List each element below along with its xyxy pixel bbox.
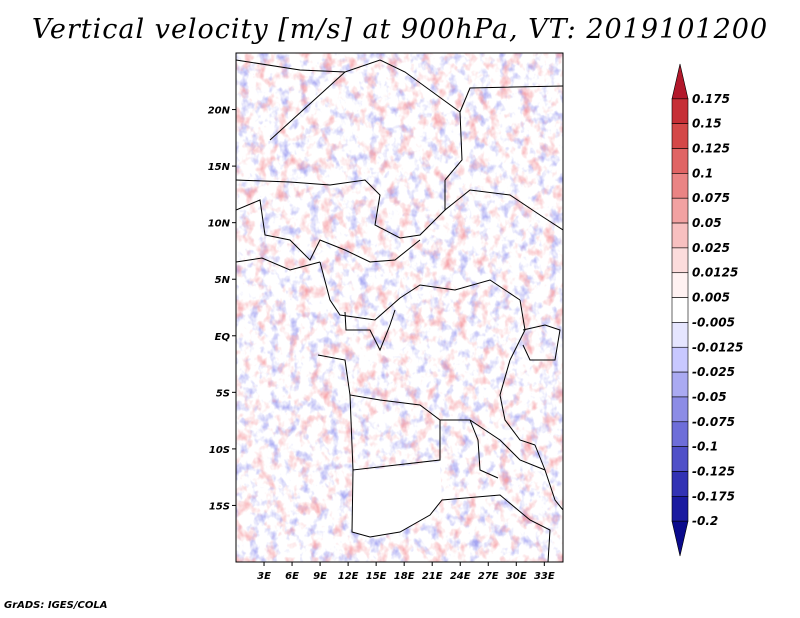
colorbar-label: 0.005 (692, 291, 730, 305)
country-borders (236, 59, 563, 562)
colorbar-label: 0.1 (692, 166, 713, 180)
colorbar-label: 0.05 (692, 216, 722, 230)
lat-tick-label: 15S (209, 501, 230, 512)
lat-tick-label: 15N (208, 162, 231, 173)
colorbar-label: -0.125 (692, 464, 735, 478)
grads-credit: GrADS: IGES/COLA (4, 600, 108, 611)
colorbar-segment (671, 222, 689, 249)
map-frame (235, 52, 564, 563)
colorbar-label: -0.005 (692, 315, 735, 329)
lon-tick-label: 24E (450, 571, 471, 582)
lat-tick-label: 5S (216, 388, 230, 399)
colorbar-segment (671, 98, 689, 124)
map-title: Vertical velocity [m/s] at 900hPa, VT: 2… (31, 14, 769, 45)
colorbar-segment (671, 421, 689, 447)
lat-tick-label: 5N (215, 275, 231, 286)
lon-tick-label: 6E (285, 571, 299, 582)
lat-tick-label: 10S (209, 445, 230, 456)
lon-tick-label: 33E (534, 571, 555, 582)
colorbar-segment (671, 471, 689, 497)
colorbar-segment (671, 173, 689, 199)
colorbar-label: -0.1 (692, 440, 718, 454)
lon-tick-label: 9E (313, 571, 327, 582)
colorbar-bottom-arrow (671, 520, 689, 557)
colorbar-label: -0.05 (692, 390, 727, 404)
colorbar-label: 0.15 (692, 117, 722, 131)
lon-tick-label: 27E (478, 571, 499, 582)
colorbar-label: 0.075 (692, 191, 730, 205)
colorbar-label: -0.025 (692, 365, 735, 379)
lat-tick-label: EQ (215, 332, 231, 343)
colorbar-segment (671, 371, 689, 398)
colorbar-segment (671, 247, 689, 274)
velocity-field (236, 53, 563, 562)
colorbar-label: 0.025 (692, 241, 730, 255)
colorbar-segment (671, 446, 689, 472)
colorbar-label: 0.125 (692, 142, 730, 156)
map-panel: 20N 15N 10N 5N EQ 5S 10S 15S 3E 6E 9E 12E 15E 18E 21E… (208, 52, 564, 582)
colorbar-segment (671, 496, 689, 522)
colorbar-label: 0.175 (692, 92, 730, 106)
colorbar-segment (671, 297, 689, 323)
colorbar-segment (671, 148, 689, 174)
latitude-axis: 20N 15N 10N 5N EQ 5S 10S 15S (208, 106, 236, 512)
colorbar-label: -0.0125 (692, 340, 743, 354)
lon-tick-label: 21E (422, 571, 443, 582)
colorbar-segment (671, 272, 689, 298)
colorbar-label: -0.175 (692, 489, 735, 503)
lon-tick-label: 30E (506, 571, 527, 582)
colorbar-label: 0.0125 (692, 266, 738, 280)
colorbar-segment (671, 346, 689, 373)
longitude-axis: 3E 6E 9E 12E 15E 18E 21E 24E 27E 30E 33E (257, 562, 555, 582)
colorbar-label: -0.2 (692, 514, 718, 528)
lon-tick-label: 18E (394, 571, 415, 582)
colorbar: 0.175 0.15 0.125 0.1 0.075 0.05 0.025 0.0125 0.0… (671, 63, 743, 557)
lat-tick-label: 10N (208, 219, 231, 230)
lon-tick-label: 15E (366, 571, 387, 582)
lon-tick-label: 3E (257, 571, 271, 582)
colorbar-top-arrow (671, 63, 689, 100)
colorbar-segment (671, 322, 689, 348)
lat-tick-label: 20N (208, 106, 231, 117)
masked-region (352, 462, 442, 537)
colorbar-segment (671, 197, 689, 224)
colorbar-segment (671, 396, 689, 423)
lon-tick-label: 12E (338, 571, 359, 582)
colorbar-segment (671, 123, 689, 149)
colorbar-label: -0.075 (692, 415, 735, 429)
